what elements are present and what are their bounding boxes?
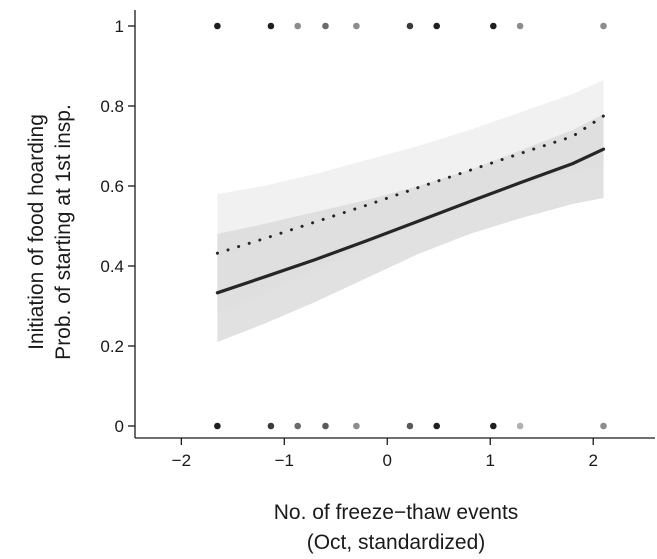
data-point bbox=[406, 422, 414, 430]
y-tick-label: 0.6 bbox=[100, 177, 124, 196]
x-tick-label: −2 bbox=[172, 451, 191, 470]
data-points bbox=[214, 22, 607, 430]
fit-line-solid bbox=[215, 147, 606, 295]
y-axis-title-line-1: Initiation of food hoarding bbox=[25, 114, 48, 350]
data-point bbox=[490, 422, 497, 430]
y-axis-title-line-2: Prob. of starting at 1st insp. bbox=[52, 104, 75, 360]
data-point bbox=[516, 22, 524, 30]
x-tick-label: −1 bbox=[275, 451, 294, 470]
data-point bbox=[433, 22, 441, 30]
y-tick-label: 0.4 bbox=[100, 257, 124, 276]
y-tick-label: 0.2 bbox=[100, 337, 124, 356]
y-tick-label: 0 bbox=[115, 417, 124, 436]
data-point bbox=[433, 422, 441, 430]
data-point bbox=[322, 422, 329, 430]
data-point bbox=[294, 422, 301, 430]
fit-line-dotted bbox=[215, 114, 606, 255]
data-point bbox=[353, 422, 360, 430]
x-axis-title-line-1: No. of freeze−thaw events bbox=[274, 501, 519, 524]
data-point bbox=[600, 22, 607, 30]
data-point bbox=[322, 22, 329, 30]
data-point bbox=[353, 22, 360, 30]
x-tick-label: 2 bbox=[588, 451, 597, 470]
x-tick-label: 1 bbox=[486, 451, 495, 470]
fit-lines bbox=[215, 114, 606, 295]
y-tick-label: 0.8 bbox=[100, 97, 124, 116]
data-point bbox=[214, 22, 221, 30]
data-point bbox=[267, 422, 275, 430]
data-point bbox=[516, 422, 524, 430]
data-point bbox=[490, 22, 497, 30]
confidence-band-solid bbox=[217, 114, 604, 342]
y-tick-label: 1 bbox=[115, 17, 124, 36]
data-point bbox=[600, 422, 607, 430]
data-point bbox=[267, 22, 275, 30]
confidence-bands bbox=[217, 80, 604, 342]
data-point bbox=[294, 22, 301, 30]
data-point bbox=[214, 422, 221, 430]
x-axis-title-line-2: (Oct, standardized) bbox=[307, 531, 486, 554]
axes: 0 0.2 0.4 0.6 0.8 1 −2 −1 0 1 2 bbox=[100, 10, 655, 470]
x-tick-label: 0 bbox=[383, 451, 392, 470]
data-point bbox=[406, 22, 414, 30]
